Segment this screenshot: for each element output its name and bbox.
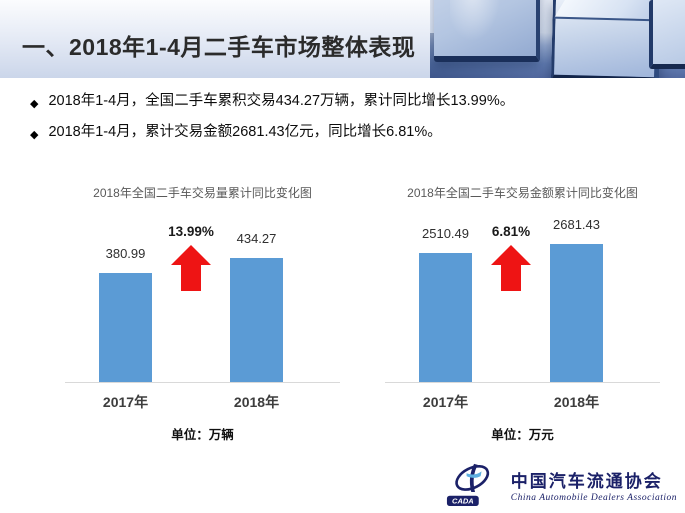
cube-center <box>550 0 662 78</box>
arrow-stem <box>501 265 521 291</box>
bullet-text: 2018年1-4月，全国二手车累积交易434.27万辆，累计同比增长13.99%… <box>48 93 515 109</box>
bullet-text: 2018年1-4月，累计交易金额2681.43亿元，同比增长6.81%。 <box>48 124 442 140</box>
bar-value-label: 434.27 <box>236 231 277 246</box>
bar-2017 <box>419 253 472 382</box>
logo-text: 中国汽车流通协会 China Automobile Dealers Associ… <box>511 467 677 503</box>
page-title: 一、2018年1-4月二手车市场整体表现 <box>22 34 416 60</box>
unit-label: 单位：万元 <box>491 428 554 442</box>
cada-emblem-icon: CADA <box>446 463 489 507</box>
bullet-list: ◆ 2018年1-4月，全国二手车累积交易434.27万辆，累计同比增长13.9… <box>30 92 660 154</box>
cube-left <box>434 0 540 62</box>
cubes-decoration-image <box>430 0 685 78</box>
category-label-2018: 2018年 <box>233 394 280 410</box>
header-band: 一、2018年1-4月二手车市场整体表现 <box>0 0 685 78</box>
chart-amount: 2018年全国二手车交易金额累计同比变化图 2510.49 2681.43 6.… <box>385 184 660 443</box>
arrow-head <box>171 245 211 265</box>
up-arrow-icon <box>171 245 211 291</box>
category-label-2017: 2017年 <box>102 394 149 410</box>
chart-title: 2018年全国二手车交易量累计同比变化图 <box>93 186 312 200</box>
bar-value-label: 380.99 <box>105 246 146 261</box>
chart-volume: 2018年全国二手车交易量累计同比变化图 380.99 434.27 13.99… <box>65 184 340 443</box>
cada-logo: CADA 中国汽车流通协会 China Automobile Dealers A… <box>446 462 677 507</box>
bullet-item: ◆ 2018年1-4月，累计交易金额2681.43亿元，同比增长6.81%。 <box>30 123 660 145</box>
diamond-bullet-icon: ◆ <box>30 129 39 141</box>
plot-area: 380.99 434.27 13.99% <box>65 212 340 383</box>
diamond-bullet-icon: ◆ <box>30 98 39 110</box>
bar-2017 <box>99 273 152 382</box>
logo-name-english: China Automobile Dealers Association <box>510 492 677 503</box>
plot-area: 2510.49 2681.43 6.81% <box>385 212 660 383</box>
bar-value-label: 2681.43 <box>553 217 600 232</box>
growth-percent-label: 13.99% <box>168 224 214 239</box>
arrow-stem <box>181 265 201 291</box>
category-label-2017: 2017年 <box>422 394 469 410</box>
logo-name-chinese: 中国汽车流通协会 <box>510 471 663 491</box>
unit-label: 单位：万辆 <box>171 428 234 442</box>
bar-value-label: 2510.49 <box>422 226 469 241</box>
category-axis: 2017年 2018年 <box>385 392 660 410</box>
cube-right <box>649 0 685 69</box>
bar-2018 <box>550 244 603 382</box>
up-arrow-icon <box>491 245 531 291</box>
chart-title: 2018年全国二手车交易金额累计同比变化图 <box>407 186 638 200</box>
svg-text:CADA: CADA <box>452 497 474 506</box>
bar-2018 <box>230 258 283 382</box>
category-label-2018: 2018年 <box>553 394 600 410</box>
category-axis: 2017年 2018年 <box>65 392 340 410</box>
arrow-head <box>491 245 531 265</box>
bullet-item: ◆ 2018年1-4月，全国二手车累积交易434.27万辆，累计同比增长13.9… <box>30 92 660 114</box>
growth-percent-label: 6.81% <box>491 224 531 239</box>
